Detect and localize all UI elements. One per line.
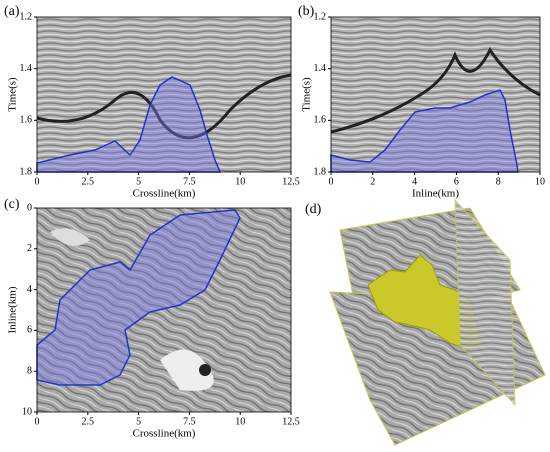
panel-label: (c) — [4, 197, 20, 212]
y-tick-label: 10 — [22, 406, 32, 417]
y-tick-label: 1.6 — [314, 115, 327, 126]
x-tick-label: 2 — [370, 176, 375, 187]
y-tick-label: 8 — [27, 365, 32, 376]
y-tick-label: 0 — [27, 202, 32, 213]
x-tick-label: 2.5 — [82, 176, 95, 187]
x-tick-label: 12.5 — [282, 176, 300, 187]
seismic-3d-view-d — [329, 198, 546, 446]
y-tick-label: 1.4 — [20, 63, 33, 74]
y-tick-label: 4 — [27, 284, 32, 295]
x-tick-label: 10 — [235, 416, 245, 427]
panel-label: (a) — [4, 4, 20, 19]
x-tick-label: 7.5 — [183, 176, 196, 187]
y-axis-label: Time(s) — [301, 77, 313, 112]
x-axis-label: Crossline(km) — [133, 188, 196, 200]
panel-label: (b) — [298, 4, 315, 19]
y-tick-label: 1.4 — [314, 63, 327, 74]
x-axis-label: Inline(km) — [412, 188, 459, 200]
y-tick-label: 6 — [27, 325, 32, 336]
x-tick-label: 0 — [35, 176, 40, 187]
y-tick-label: 2 — [27, 243, 32, 254]
x-tick-label: 6 — [454, 176, 459, 187]
y-tick-label: 1.2 — [20, 11, 33, 22]
x-tick-label: 10 — [535, 176, 545, 187]
x-tick-label: 5 — [136, 416, 141, 427]
y-tick-label: 1.8 — [20, 166, 33, 177]
seismic-section-b — [330, 17, 541, 173]
x-axis-label: Crossline(km) — [133, 428, 196, 440]
x-tick-label: 4 — [412, 176, 417, 187]
x-tick-label: 10 — [235, 176, 245, 187]
y-axis-label: Inline(km) — [7, 286, 19, 333]
seismic-slice-c — [36, 208, 291, 412]
plot-frame — [36, 207, 292, 413]
y-axis-label: Time(s) — [7, 77, 19, 112]
y-tick-label: 1.2 — [314, 11, 327, 22]
panel-label: (d) — [305, 202, 322, 217]
y-tick-label: 1.6 — [20, 115, 33, 126]
plot-frame — [36, 16, 292, 173]
x-tick-label: 2.5 — [82, 416, 95, 427]
x-tick-label: 5 — [136, 176, 141, 187]
y-tick-label: 1.8 — [314, 166, 327, 177]
x-tick-label: 12.5 — [282, 416, 300, 427]
x-tick-label: 0 — [35, 416, 40, 427]
x-tick-label: 7.5 — [183, 416, 196, 427]
plot-frame — [330, 16, 541, 173]
x-tick-label: 0 — [329, 176, 334, 187]
seismic-section-a — [36, 17, 292, 173]
x-tick-label: 8 — [496, 176, 501, 187]
